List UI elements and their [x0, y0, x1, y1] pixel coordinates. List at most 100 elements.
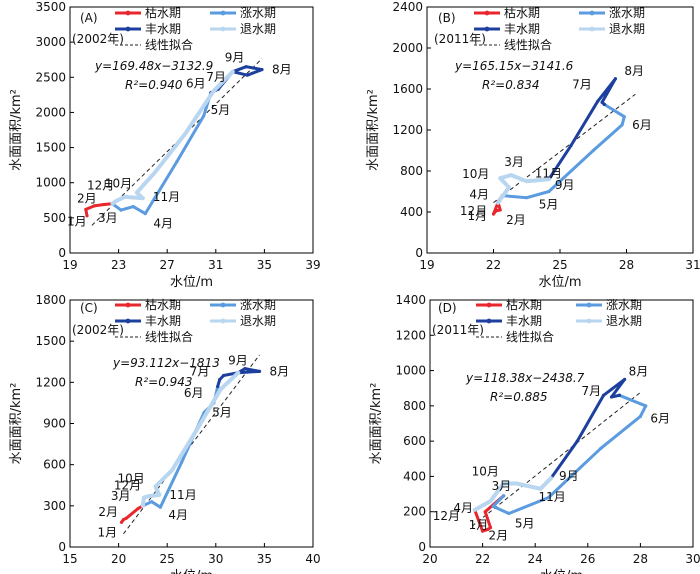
series-point [121, 517, 126, 522]
x-tick-label: 28 [619, 258, 634, 272]
series-point [102, 202, 106, 207]
fit-equation: y=118.38x−2438.7 [465, 371, 585, 385]
legend-label-dry: 枯水期 [506, 297, 542, 312]
y-tick-label: 400 [400, 205, 423, 219]
series-point [509, 173, 513, 177]
series-point [488, 525, 493, 530]
month-label: 5月 [212, 406, 232, 420]
legend-label-receding: 退水期 [606, 314, 642, 328]
series-point [591, 148, 595, 153]
series-point [123, 195, 127, 199]
legend-label-receding: 退水期 [609, 22, 645, 36]
series-point [569, 143, 573, 147]
legend-label-dry: 枯水期 [145, 297, 181, 312]
series-point [146, 494, 150, 498]
series-point [202, 114, 206, 118]
series-point [157, 493, 162, 497]
year-label: (2002年) [72, 323, 124, 337]
legend-marker-receding [586, 318, 592, 324]
series-point [599, 446, 603, 450]
series-point [85, 214, 89, 218]
series-point [507, 511, 511, 516]
series-point [486, 527, 490, 531]
fit-equation: y=165.15x−3141.6 [454, 59, 574, 73]
fit-line [493, 93, 636, 203]
x-axis-label: 水位/m [170, 275, 213, 290]
month-label: 3月 [111, 489, 131, 503]
series-point [481, 529, 485, 533]
series-point [260, 67, 264, 72]
month-label: 3月 [98, 211, 118, 225]
month-label: 9月 [555, 178, 575, 192]
y-tick-label: 1500 [35, 141, 66, 155]
series-point [153, 485, 158, 489]
month-label: 11月 [535, 166, 562, 180]
month-label: 6月 [184, 386, 204, 400]
series-point [244, 65, 248, 69]
x-tick-label: 19 [419, 258, 434, 272]
series-point [175, 160, 179, 164]
month-label: 12月 [460, 204, 487, 218]
series-point [600, 100, 604, 104]
series-point [216, 384, 220, 389]
panel-label: (D) [438, 301, 457, 315]
month-label: 5月 [539, 198, 559, 212]
x-tick-label: 27 [160, 258, 175, 272]
series-point [491, 212, 496, 216]
series-point [136, 506, 140, 511]
month-label: 3月 [504, 155, 524, 169]
series-point [170, 468, 174, 472]
y-tick-label: 1600 [392, 82, 423, 96]
series-line-rising [491, 393, 648, 515]
y-tick-label: 800 [403, 399, 426, 413]
r-squared: R²=0.940 [125, 78, 183, 92]
legend-marker-rising [220, 302, 226, 308]
y-tick-label: 600 [403, 434, 426, 448]
series-point [498, 208, 502, 212]
series-point [124, 516, 128, 520]
series-point [525, 196, 529, 200]
x-tick-label: 30 [685, 552, 700, 566]
month-label: 3月 [492, 479, 512, 493]
month-label: 6月 [632, 118, 652, 132]
month-label: 10月 [105, 177, 132, 191]
series-point [638, 414, 643, 419]
month-label: 1月 [469, 518, 489, 532]
series-point [601, 393, 606, 397]
legend-label-wet: 丰水期 [506, 314, 542, 328]
series-point [194, 428, 198, 432]
x-tick-label: 39 [305, 258, 320, 272]
legend-label-fit: 线性拟合 [506, 329, 554, 344]
panel-label: (A) [80, 11, 98, 25]
y-tick-label: 1200 [395, 328, 426, 342]
legend-label-wet: 丰水期 [145, 22, 181, 36]
series-point [575, 439, 579, 443]
series-point [141, 504, 145, 508]
y-axis-label: 水面面积/km² [9, 383, 24, 465]
legend-label-dry: 枯水期 [504, 5, 540, 20]
legend-marker-dry [486, 302, 492, 308]
series-point [236, 371, 240, 375]
x-tick-label: 24 [528, 552, 543, 566]
series-point [494, 209, 498, 213]
y-tick-label: 300 [43, 499, 66, 513]
month-label: 11月 [169, 488, 196, 502]
month-label: 4月 [469, 188, 489, 202]
month-label: 7月 [206, 70, 226, 84]
r-squared: R²=0.943 [135, 375, 193, 389]
chart-panel: 20 22 24 26 28 30 0 200 400 600 800 1000 1200 1400 水位/… [369, 293, 700, 574]
series-point [609, 395, 614, 399]
series-point [257, 369, 262, 373]
legend-marker-dry [125, 10, 131, 16]
series-point [180, 460, 184, 464]
month-label: 9月 [225, 51, 245, 65]
month-label: 9月 [228, 354, 248, 368]
x-tick-label: 15 [62, 552, 77, 566]
series-point [483, 510, 487, 514]
month-label: 4月 [453, 501, 473, 515]
month-label: 2月 [488, 529, 508, 543]
series-line-receding [472, 476, 553, 512]
series-point [245, 73, 249, 77]
month-label: 8月 [272, 63, 292, 77]
